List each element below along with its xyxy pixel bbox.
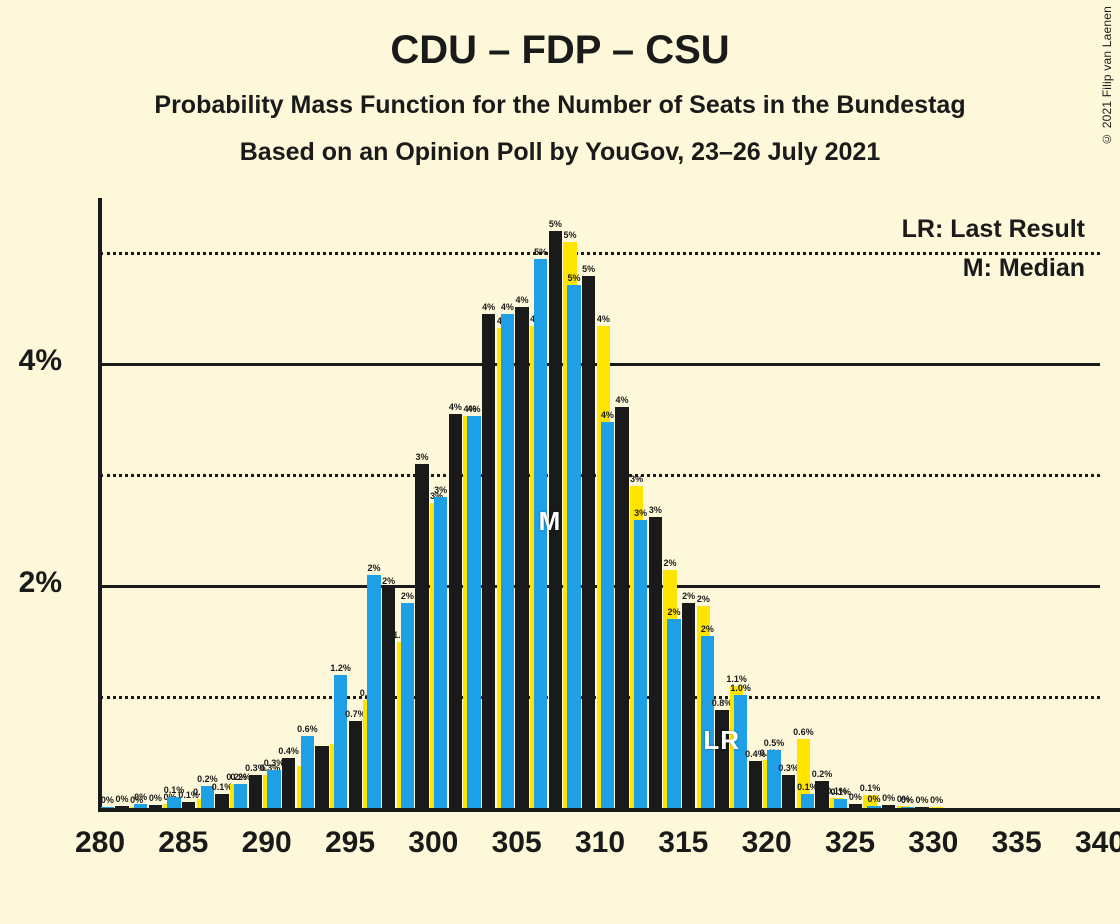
bar-value-label: 0.6% [292, 724, 322, 734]
bar-value-label: 0.4% [274, 746, 304, 756]
bar [467, 416, 480, 808]
x-tick-label: 285 [148, 826, 218, 860]
bar-value-label: 2% [374, 576, 404, 586]
bar [101, 807, 114, 808]
bar [267, 770, 280, 808]
bar-value-label: 0.5% [759, 738, 789, 748]
x-tick-label: 300 [398, 826, 468, 860]
bar-value-label: 0% [922, 795, 952, 805]
x-tick-label: 340 [1065, 826, 1120, 860]
bar [930, 807, 943, 808]
gridline-minor [100, 252, 1100, 255]
bar [567, 285, 580, 808]
bar [615, 407, 628, 808]
bar [315, 746, 328, 808]
bar [882, 805, 895, 808]
y-tick-label: 4% [0, 344, 62, 378]
bar [301, 736, 314, 808]
bar-value-label: 1.0% [726, 683, 756, 693]
x-tick-label: 330 [898, 826, 968, 860]
bar-value-label: 2% [692, 624, 722, 634]
x-tick-label: 335 [982, 826, 1052, 860]
bar-value-label: 2% [655, 558, 685, 568]
bar [249, 775, 262, 808]
bar [749, 761, 762, 808]
bar [415, 464, 428, 808]
y-axis [98, 198, 102, 812]
x-tick-label: 320 [732, 826, 802, 860]
bar [349, 721, 362, 808]
bar [601, 422, 614, 808]
bar [115, 806, 128, 808]
bar [767, 750, 780, 808]
bar [334, 675, 347, 808]
bar-value-label: 4% [507, 295, 537, 305]
x-tick-label: 305 [482, 826, 552, 860]
chart-subtitle-2: Based on an Opinion Poll by YouGov, 23–2… [0, 138, 1120, 167]
bar [667, 619, 680, 808]
bar [234, 784, 247, 808]
bar [867, 806, 880, 808]
bar-value-label: 2% [359, 563, 389, 573]
copyright-text: © 2021 Filip van Laenen [1100, 6, 1114, 146]
x-tick-label: 290 [232, 826, 302, 860]
x-tick-label: 310 [565, 826, 635, 860]
bar-value-label: 0.2% [807, 769, 837, 779]
bar-value-label: 5% [555, 230, 585, 240]
bar-value-label: 4% [588, 314, 618, 324]
bar [182, 802, 195, 808]
bar [801, 794, 814, 808]
bar [215, 794, 228, 808]
bar-value-label: 2% [688, 594, 718, 604]
bar [282, 758, 295, 808]
bar-value-label: 3% [407, 452, 437, 462]
bar-value-label: 5% [574, 264, 604, 274]
bar [701, 636, 714, 808]
legend: LR: Last Result M: Median [902, 210, 1085, 288]
bar-value-label: 0.1% [855, 783, 885, 793]
x-tick-label: 280 [65, 826, 135, 860]
bar [401, 603, 414, 808]
bar-value-label: 0.6% [788, 727, 818, 737]
bar-value-label: 1.2% [326, 663, 356, 673]
chart-subtitle-1: Probability Mass Function for the Number… [0, 91, 1120, 120]
bar [849, 804, 862, 808]
bar [382, 588, 395, 808]
x-axis [98, 808, 1120, 812]
bar-value-label: 4% [607, 395, 637, 405]
bar [367, 575, 380, 808]
bar [134, 804, 147, 808]
bar [915, 807, 928, 808]
x-tick-label: 295 [315, 826, 385, 860]
bar [582, 276, 595, 808]
bar [449, 414, 462, 808]
x-tick-label: 325 [815, 826, 885, 860]
legend-lr: LR: Last Result [902, 210, 1085, 249]
last-result-marker: LR [703, 725, 740, 756]
median-marker: M [539, 506, 562, 537]
bar [482, 314, 495, 808]
chart-title: CDU – FDP – CSU [0, 0, 1120, 73]
bar-value-label: 3% [622, 474, 652, 484]
bar [901, 807, 914, 808]
y-tick-label: 2% [0, 566, 62, 600]
bar [149, 805, 162, 808]
bar [634, 520, 647, 808]
bar-value-label: 3% [640, 505, 670, 515]
bar [515, 307, 528, 808]
x-tick-label: 315 [648, 826, 718, 860]
bar [434, 497, 447, 808]
bar-value-label: 5% [540, 219, 570, 229]
bar [501, 314, 514, 808]
